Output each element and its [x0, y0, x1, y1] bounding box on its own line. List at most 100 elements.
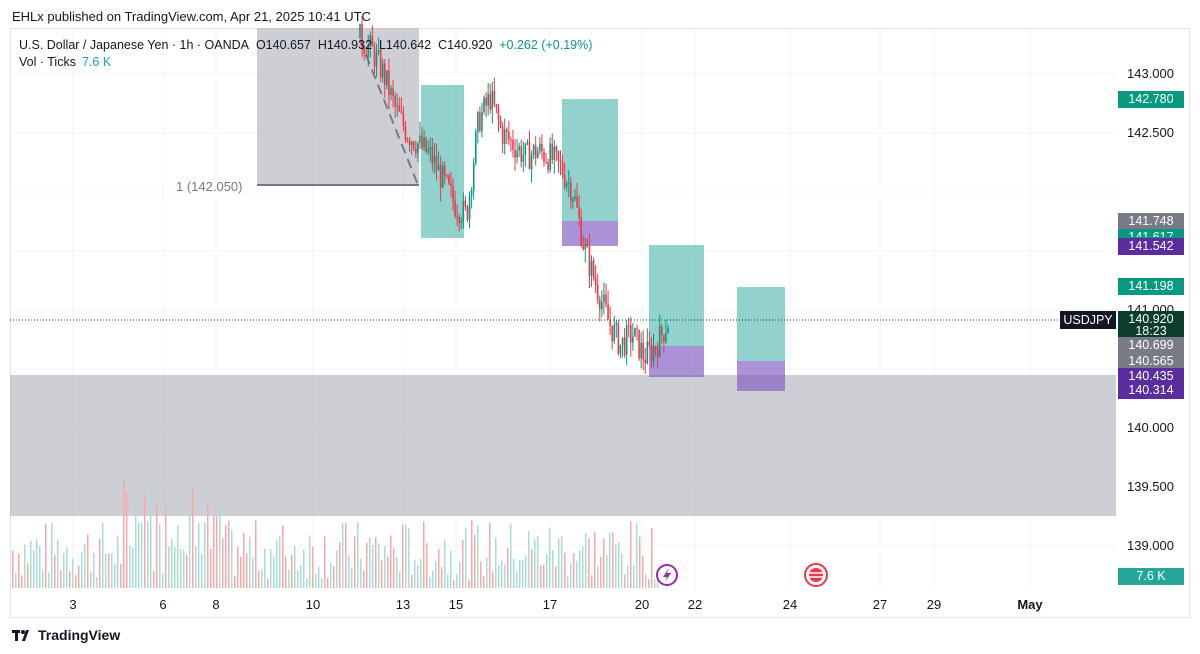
candle-body — [499, 119, 502, 127]
candle-body — [441, 165, 444, 188]
volume-bar — [261, 569, 263, 588]
candle-body — [371, 35, 374, 47]
price-tag: 141.198 — [1118, 278, 1184, 296]
volume-bar — [198, 522, 200, 588]
volume-bar — [135, 501, 137, 588]
volume-bar — [165, 506, 167, 588]
volume-bar — [30, 540, 32, 588]
volume-bar — [558, 538, 560, 588]
us-flag-icon[interactable] — [804, 563, 828, 587]
candle-body — [381, 63, 384, 78]
candle-body — [375, 52, 378, 67]
volume-bar — [174, 547, 176, 588]
x-tick-label: 27 — [872, 597, 888, 612]
volume-bar — [411, 574, 413, 588]
candle-body — [468, 195, 471, 220]
x-tick-label: 3 — [69, 597, 77, 612]
volume-bar — [378, 543, 380, 588]
candle-body — [665, 333, 667, 342]
candle-body — [526, 141, 529, 144]
volume-bar — [39, 546, 41, 588]
volume-bar — [471, 520, 473, 588]
volume-bar — [255, 520, 257, 588]
volume-bar — [204, 521, 206, 588]
volume-bar — [243, 533, 245, 588]
x-tick-label: 17 — [542, 597, 558, 612]
candle-body — [603, 294, 605, 302]
volume-bar — [396, 556, 398, 588]
candle-body — [640, 342, 642, 359]
volume-bar — [327, 578, 329, 588]
candle-body — [408, 140, 411, 146]
candle-body — [402, 112, 405, 126]
volume-bar — [114, 564, 116, 588]
volume-bar — [498, 565, 500, 588]
volume-bar — [546, 554, 548, 588]
volume-bar — [504, 564, 506, 588]
volume-bar — [279, 535, 281, 588]
volume-bar — [57, 539, 59, 588]
candle-body — [590, 260, 593, 276]
chart-area[interactable] — [10, 28, 1190, 618]
volume-bar — [459, 561, 461, 588]
volume-bar — [210, 548, 212, 588]
volume-bar — [144, 497, 146, 588]
volume-bar — [315, 573, 317, 588]
candle-body — [379, 50, 382, 78]
volume-bar — [645, 574, 647, 588]
volume-bar — [75, 575, 77, 588]
candle-body — [658, 326, 661, 357]
candle-body — [648, 341, 651, 345]
volume-bar — [156, 505, 158, 588]
price-tag: 140.699 — [1118, 337, 1184, 355]
candle-body — [456, 216, 458, 218]
candle-body — [433, 155, 436, 164]
candle-body — [536, 151, 539, 158]
volume-bar — [183, 550, 185, 588]
price-tag: 142.780 — [1118, 91, 1184, 109]
volume-bar — [195, 545, 197, 588]
volume-bar — [576, 560, 578, 588]
candle-body — [394, 96, 396, 107]
volume-bar — [216, 516, 218, 588]
candle-body — [396, 105, 399, 107]
volume-bar — [102, 522, 104, 588]
candle-body — [660, 326, 663, 336]
candle-body — [652, 346, 655, 361]
candle-body — [623, 337, 626, 355]
x-tick-label: 22 — [687, 597, 703, 612]
candle-body — [495, 104, 498, 109]
lightning-icon[interactable] — [656, 564, 678, 586]
volume-bar — [516, 571, 518, 588]
candle-body — [443, 165, 446, 176]
volume-bar — [582, 547, 584, 588]
volume-bar — [600, 556, 602, 588]
price-tag: 18:23 — [1118, 322, 1184, 340]
candle-body — [656, 349, 659, 357]
volume-bar — [453, 579, 455, 588]
volume-bar — [552, 550, 554, 588]
volume-bar — [282, 525, 284, 588]
candle-body — [598, 299, 601, 310]
candle-body — [596, 284, 599, 300]
fib-label: 1 (142.050) — [176, 179, 243, 194]
volume-bar — [51, 522, 53, 588]
volume-bar — [564, 552, 566, 588]
volume-bar — [108, 553, 110, 588]
candle-body — [460, 221, 463, 223]
x-tick-label: 20 — [634, 597, 650, 612]
candle-body — [625, 325, 628, 355]
volume-bar — [366, 542, 368, 588]
candles — [359, 15, 669, 374]
volume-bar — [474, 534, 476, 588]
x-tick-label: 29 — [926, 597, 942, 612]
volume-label: Vol · Ticks — [19, 55, 76, 69]
volume-bar — [33, 550, 35, 588]
candle-body — [481, 111, 483, 132]
volume-bar — [456, 574, 458, 588]
candle-body — [493, 90, 496, 105]
publish-info: EHLx published on TradingView.com, Apr 2… — [12, 9, 371, 24]
candle-body — [588, 246, 591, 276]
volume-bar — [270, 549, 272, 588]
